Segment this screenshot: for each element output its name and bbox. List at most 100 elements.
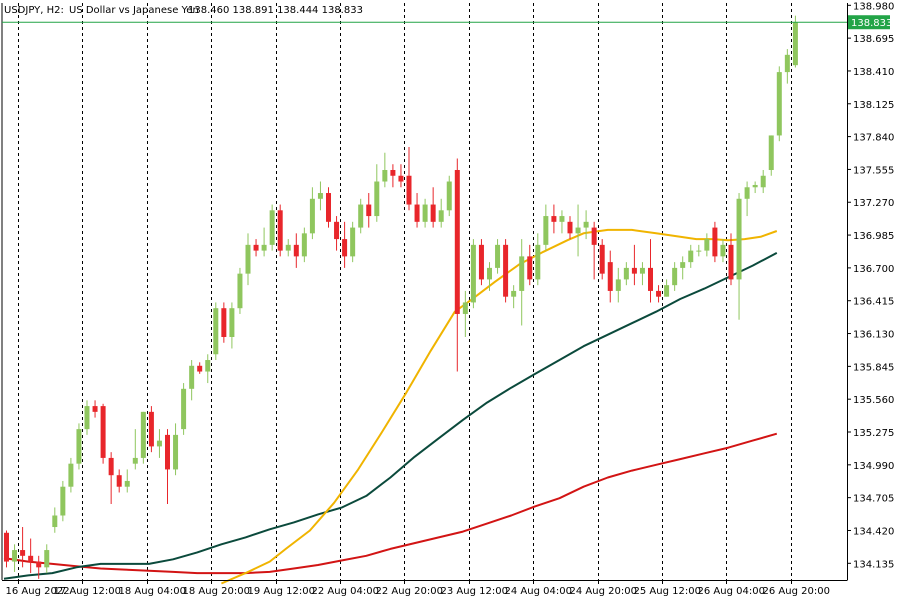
candle — [648, 239, 653, 303]
candle — [20, 527, 26, 568]
candle — [132, 429, 138, 470]
candle — [358, 198, 364, 234]
candle — [575, 204, 581, 257]
candle-body — [495, 244, 501, 268]
candle-body — [213, 308, 219, 355]
candle — [422, 198, 428, 228]
time-tick-label: 19 Aug 12:00 — [248, 586, 315, 597]
candle-body — [454, 169, 460, 314]
candle — [784, 49, 790, 84]
price-tick-label: 136.700 — [853, 264, 894, 275]
candle-body — [374, 181, 380, 217]
candle — [704, 233, 710, 257]
time-tick-label: 26 Aug 04:00 — [698, 586, 765, 597]
candle — [519, 239, 525, 326]
candle-body — [237, 273, 243, 309]
candle-body — [60, 486, 66, 516]
candle — [591, 221, 597, 280]
candle — [189, 360, 195, 401]
current-price-tag-label: 138.833 — [851, 18, 892, 29]
time-tick-label: 23 Aug 12:00 — [441, 586, 508, 597]
candle — [124, 469, 130, 493]
candle — [253, 239, 259, 257]
candle — [688, 244, 694, 268]
candle-body — [245, 244, 251, 274]
current-price-tag-background — [848, 15, 890, 30]
candle — [382, 152, 388, 188]
candle-body — [398, 175, 404, 182]
candle-body — [350, 227, 356, 257]
candle-body — [760, 175, 766, 188]
candle-body — [140, 411, 146, 458]
candle-body — [116, 475, 122, 487]
candle — [309, 187, 315, 240]
candle — [551, 204, 557, 234]
candle — [342, 221, 348, 268]
candle-body — [744, 187, 750, 199]
candle — [559, 210, 565, 234]
candle — [36, 555, 42, 579]
symbol-name-label: US Dollar vs Japanese Yen — [69, 5, 199, 16]
price-tick-label: 135.560 — [853, 395, 894, 406]
candle — [156, 429, 162, 458]
candle-body — [52, 515, 58, 528]
candle — [197, 362, 203, 374]
candle — [116, 469, 122, 493]
time-tick-label: 26 Aug 20:00 — [763, 586, 830, 597]
candle-body — [92, 406, 98, 412]
price-tick-label: 137.840 — [853, 133, 894, 144]
time-tick-label: 18 Aug 04:00 — [119, 586, 186, 597]
candle-body — [108, 457, 114, 476]
candle — [28, 538, 34, 574]
candle — [454, 158, 460, 372]
candle — [631, 244, 637, 286]
candle — [221, 302, 227, 343]
candle — [406, 146, 412, 211]
candle — [462, 290, 468, 337]
candle — [277, 204, 283, 257]
ohlc-label: 138.460 138.891 138.444 138.833 — [188, 5, 363, 16]
grid-layer — [18, 3, 792, 580]
candle-body — [728, 244, 734, 280]
price-tick-label: 135.275 — [853, 428, 894, 439]
candle — [495, 239, 501, 274]
candle-body — [446, 181, 452, 211]
candle — [205, 354, 211, 384]
candle — [237, 267, 243, 314]
candle — [108, 452, 114, 504]
candle-body — [607, 262, 613, 291]
candle-body — [253, 244, 259, 251]
time-tick-label: 16 Aug 2022 — [6, 586, 70, 597]
candle-body — [599, 244, 605, 274]
price-tick-label: 137.555 — [853, 165, 894, 176]
candle — [213, 302, 219, 361]
candle — [680, 256, 686, 280]
candle-body — [656, 290, 662, 297]
candle — [478, 239, 484, 286]
candle-body — [615, 279, 621, 291]
candle-body — [414, 204, 420, 222]
price-tick-label: 138.980 — [853, 1, 894, 12]
candle-body — [680, 262, 686, 268]
candle-body — [148, 411, 154, 447]
candle — [567, 216, 573, 240]
candle-body — [527, 256, 533, 280]
candle-body — [221, 308, 227, 337]
candle — [245, 233, 251, 286]
candle-body — [639, 267, 645, 274]
candle-body — [390, 169, 396, 176]
candle-body — [487, 267, 492, 280]
candle-body — [20, 550, 26, 556]
candle-body — [784, 54, 790, 73]
candle-body — [285, 244, 291, 251]
price-tick-label: 134.990 — [853, 461, 894, 472]
candle — [334, 216, 340, 251]
candle — [100, 403, 106, 464]
candle — [430, 187, 436, 228]
candle-body — [551, 216, 557, 222]
candle — [76, 423, 82, 470]
candle — [438, 198, 444, 228]
candle — [229, 302, 235, 349]
